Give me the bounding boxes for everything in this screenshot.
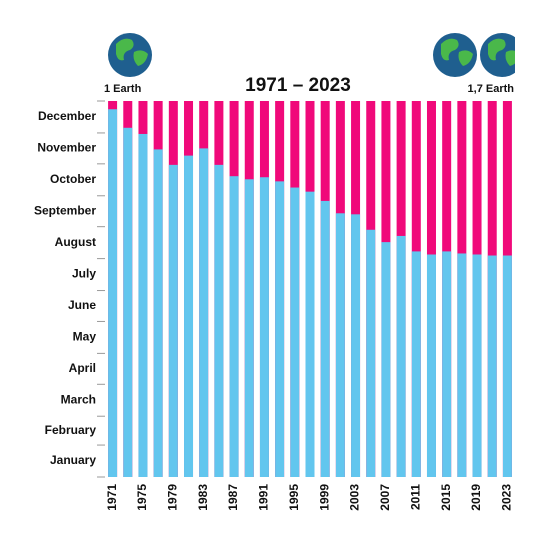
y-tick-label: July bbox=[72, 267, 96, 281]
bar bbox=[138, 133, 148, 477]
bar bbox=[487, 255, 497, 477]
y-tick-label: February bbox=[45, 423, 97, 437]
bar bbox=[381, 242, 391, 477]
bar bbox=[199, 148, 209, 478]
bar bbox=[411, 251, 421, 477]
x-tick-label: 1975 bbox=[135, 484, 149, 511]
y-tick-label: January bbox=[50, 453, 96, 467]
bar bbox=[123, 127, 133, 477]
x-tick-label: 2015 bbox=[439, 484, 453, 511]
bar bbox=[335, 213, 345, 478]
x-tick-label: 1983 bbox=[196, 484, 210, 511]
x-tick-label: 1979 bbox=[166, 484, 180, 511]
bar bbox=[244, 179, 254, 477]
bar bbox=[502, 255, 512, 477]
x-tick-label: 2019 bbox=[469, 484, 483, 511]
x-tick-label: 1991 bbox=[257, 484, 271, 511]
bar bbox=[184, 155, 194, 477]
x-tick-label: 1999 bbox=[317, 484, 331, 511]
y-tick-label: June bbox=[68, 298, 96, 312]
bar bbox=[351, 214, 361, 477]
x-tick-label: 2007 bbox=[378, 484, 392, 511]
y-tick-label: May bbox=[73, 330, 97, 344]
x-tick-label: 1987 bbox=[226, 484, 240, 511]
y-tick-label: March bbox=[61, 392, 96, 406]
bar bbox=[229, 176, 239, 477]
bar bbox=[305, 191, 315, 478]
bar bbox=[426, 254, 436, 477]
bar bbox=[168, 164, 178, 477]
earth-icons bbox=[433, 33, 515, 77]
bar bbox=[396, 235, 406, 477]
y-tick-label: August bbox=[55, 235, 96, 249]
x-tick-label: 2011 bbox=[408, 484, 422, 510]
bar bbox=[153, 149, 163, 477]
bar bbox=[442, 251, 452, 477]
y-tick-label: September bbox=[34, 203, 96, 217]
bar bbox=[108, 109, 118, 478]
bar bbox=[275, 181, 285, 477]
bar bbox=[290, 187, 300, 478]
y-tick-label: December bbox=[38, 109, 96, 123]
y-tick-label: November bbox=[37, 141, 96, 155]
x-tick-label: 1995 bbox=[287, 484, 301, 511]
bar bbox=[214, 164, 224, 477]
bar bbox=[472, 254, 482, 477]
earth-icon bbox=[108, 33, 152, 77]
bar bbox=[457, 253, 467, 477]
left-label: 1 Earth bbox=[104, 83, 142, 95]
x-tick-label: 1971 bbox=[105, 484, 119, 511]
bar bbox=[259, 177, 269, 477]
bar bbox=[366, 229, 376, 477]
x-tick-label: 2003 bbox=[348, 484, 362, 511]
y-tick-label: April bbox=[69, 361, 96, 375]
x-tick-label: 2023 bbox=[500, 484, 514, 511]
right-label: 1,7 Earth bbox=[468, 83, 515, 95]
y-tick-label: October bbox=[50, 172, 96, 186]
chart-title: 1971 – 2023 bbox=[245, 75, 351, 96]
bar bbox=[320, 200, 330, 478]
